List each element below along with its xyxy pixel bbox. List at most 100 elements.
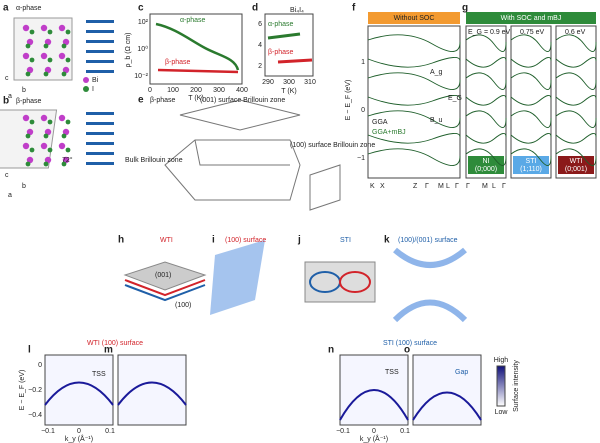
- tick-label: 0.1: [105, 428, 115, 435]
- panel-title: β-phase: [150, 97, 176, 104]
- legend-entry: I: [92, 86, 94, 93]
- tick-label: M: [482, 183, 488, 190]
- panel-title: (100) surface: [225, 237, 266, 244]
- layer: [86, 70, 114, 73]
- plot-frame: [510, 25, 552, 179]
- axis-name: a: [8, 192, 12, 199]
- slab: [304, 261, 376, 303]
- axis-title: E − E_F (eV): [345, 80, 352, 121]
- decorations: [0, 12, 597, 426]
- tick-label: L: [446, 183, 450, 190]
- tick-label: 4: [258, 42, 262, 49]
- note: E_G: [448, 95, 462, 102]
- atom: [29, 57, 35, 63]
- tick-label: 200: [190, 87, 202, 94]
- brillouin-zone: [164, 139, 301, 201]
- atom: [47, 57, 53, 63]
- axis-title: ρ_b (Ω cm): [125, 33, 132, 68]
- tick-label: Z: [413, 183, 418, 190]
- atom: [22, 142, 30, 150]
- atom: [44, 38, 52, 46]
- header: With SOC and mBJ: [501, 15, 562, 22]
- note: A_g: [430, 69, 443, 76]
- colorbar: [496, 365, 506, 407]
- band: [510, 34, 552, 52]
- atom: [47, 147, 53, 153]
- series-label: β-phase: [165, 59, 191, 66]
- band: [465, 148, 507, 166]
- note: TSS: [385, 369, 399, 376]
- gap-label: 0.6 eV: [565, 29, 586, 36]
- atom: [22, 52, 30, 60]
- plot-frame: [117, 354, 187, 426]
- band: [555, 148, 597, 166]
- axis-name: b: [22, 183, 26, 190]
- tick-label: −0.1: [336, 428, 350, 435]
- band: [510, 133, 552, 144]
- surface-zone: [179, 99, 301, 131]
- band: [465, 110, 507, 128]
- loop: [339, 271, 371, 293]
- atom: [25, 71, 31, 77]
- tick-label: 0: [148, 87, 152, 94]
- layer: [86, 20, 114, 23]
- plot-frame: [465, 25, 507, 179]
- axis-name: a: [8, 93, 12, 100]
- panel-title: STI: [340, 237, 351, 244]
- atom: [40, 52, 48, 60]
- phase-box: [513, 156, 549, 174]
- axis-name: c: [5, 172, 9, 179]
- atom: [61, 71, 67, 77]
- dirac-surface: [210, 240, 265, 315]
- tick-label: 0: [372, 428, 376, 435]
- atom: [40, 24, 48, 32]
- phase-box: [558, 156, 594, 174]
- tick-label: 290: [262, 79, 274, 86]
- phase-box: [468, 156, 504, 174]
- panel-label: f: [352, 3, 356, 14]
- panel-label: k: [384, 235, 390, 246]
- atom: [26, 38, 34, 46]
- axis-name: c: [5, 75, 9, 82]
- plot-frame: [44, 354, 114, 426]
- tick-label: 400: [236, 87, 248, 94]
- tick-label: 0: [77, 428, 81, 435]
- note: Gap: [455, 369, 468, 376]
- atom: [44, 66, 52, 74]
- layer: [86, 60, 114, 63]
- atom: [25, 43, 31, 49]
- atom: [61, 161, 67, 167]
- face-label: (001): [155, 272, 171, 279]
- plot-frame: [555, 25, 597, 179]
- atom: [65, 57, 71, 63]
- tick-label: Γ: [502, 183, 506, 190]
- colorbar-title: Surface intensity: [513, 360, 520, 412]
- band: [510, 72, 552, 90]
- zone-label: (100) surface Brillouin zone: [290, 142, 375, 149]
- layer: [86, 112, 114, 115]
- band: [510, 57, 552, 68]
- curve: [157, 68, 239, 74]
- atom: [47, 119, 53, 125]
- tick-label: 10²: [138, 19, 149, 26]
- band: [465, 57, 507, 68]
- zone-label: (001) surface Brillouin zone: [200, 97, 285, 104]
- atom: [26, 66, 34, 74]
- atom: [43, 161, 49, 167]
- curve: [267, 32, 301, 40]
- tick-label: Γ: [455, 183, 459, 190]
- tick-label: 100: [167, 87, 179, 94]
- plot-frame: [367, 25, 461, 179]
- tick-label: 10⁰: [137, 45, 148, 53]
- legend-dot: [83, 86, 89, 92]
- panel-label: a: [3, 3, 9, 14]
- layer: [86, 132, 114, 135]
- band: [367, 95, 461, 106]
- phase-index: (0;000): [475, 166, 497, 173]
- colorbar-label: Low: [495, 409, 509, 416]
- layer: [86, 50, 114, 53]
- plot-frame: [264, 13, 314, 77]
- panel-label: o: [404, 345, 410, 356]
- tick-label: 0.1: [400, 428, 410, 435]
- panel-label: l: [28, 345, 31, 356]
